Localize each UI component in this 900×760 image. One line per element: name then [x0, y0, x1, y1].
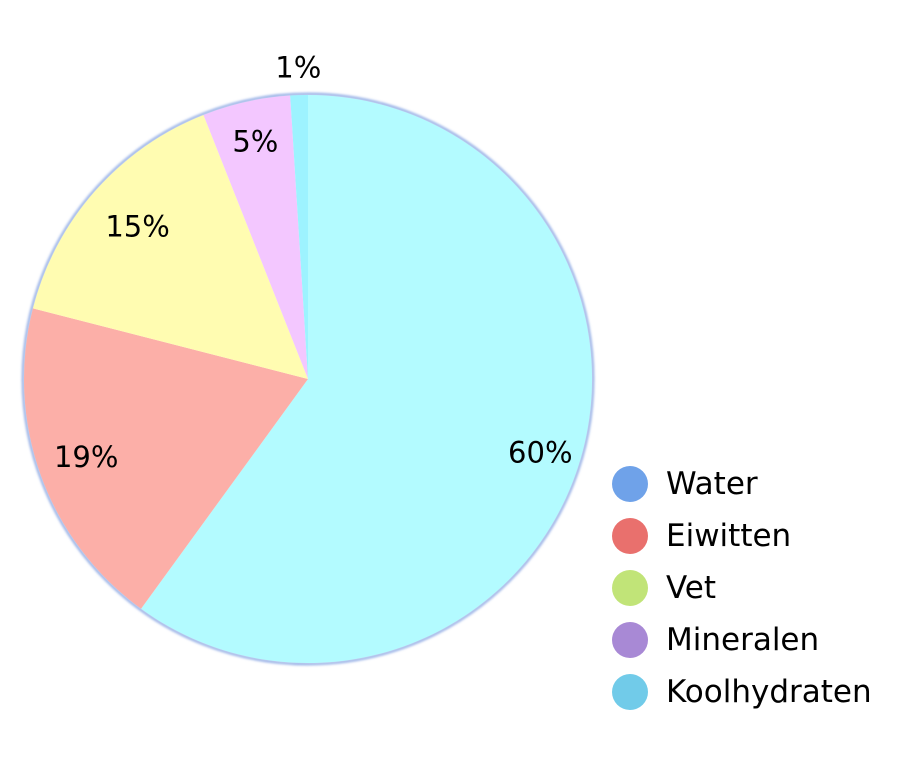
legend-item-water[interactable]: Water [612, 458, 872, 510]
legend-item-vet[interactable]: Vet [612, 562, 872, 614]
legend-label: Water [666, 466, 758, 502]
slice-value-label: 19% [54, 440, 118, 474]
legend-swatch-water [612, 466, 648, 502]
legend-swatch-vet [612, 570, 648, 606]
legend-item-eiwitten[interactable]: Eiwitten [612, 510, 872, 562]
legend-label: Eiwitten [666, 518, 792, 554]
legend-swatch-eiwitten [612, 518, 648, 554]
pie-slice-koolhydraten[interactable] [290, 95, 308, 379]
slice-value-label: 1% [275, 51, 321, 85]
slice-value-label: 15% [105, 210, 169, 244]
pie-slice-mineralen[interactable] [203, 95, 308, 379]
legend: Water Eiwitten Vet Mineralen Koolhydrate… [612, 458, 872, 718]
legend-label: Mineralen [666, 622, 820, 658]
pie-slice-eiwitten[interactable] [24, 308, 309, 609]
pie-rim [21, 92, 595, 666]
legend-swatch-koolhydraten [612, 674, 648, 710]
pie-slices [24, 95, 593, 664]
legend-item-mineralen[interactable]: Mineralen [612, 614, 872, 666]
pie-slice-water[interactable] [141, 95, 593, 664]
legend-label: Koolhydraten [666, 674, 872, 710]
legend-item-koolhydraten[interactable]: Koolhydraten [612, 666, 872, 718]
slice-value-label: 60% [508, 435, 572, 469]
slice-value-label: 5% [232, 124, 278, 158]
legend-label: Vet [666, 570, 717, 606]
pie-slice-vet[interactable] [32, 114, 308, 379]
legend-swatch-mineralen [612, 622, 648, 658]
pie-value-labels: 60% 19% 15% 5% 1% [54, 51, 573, 474]
